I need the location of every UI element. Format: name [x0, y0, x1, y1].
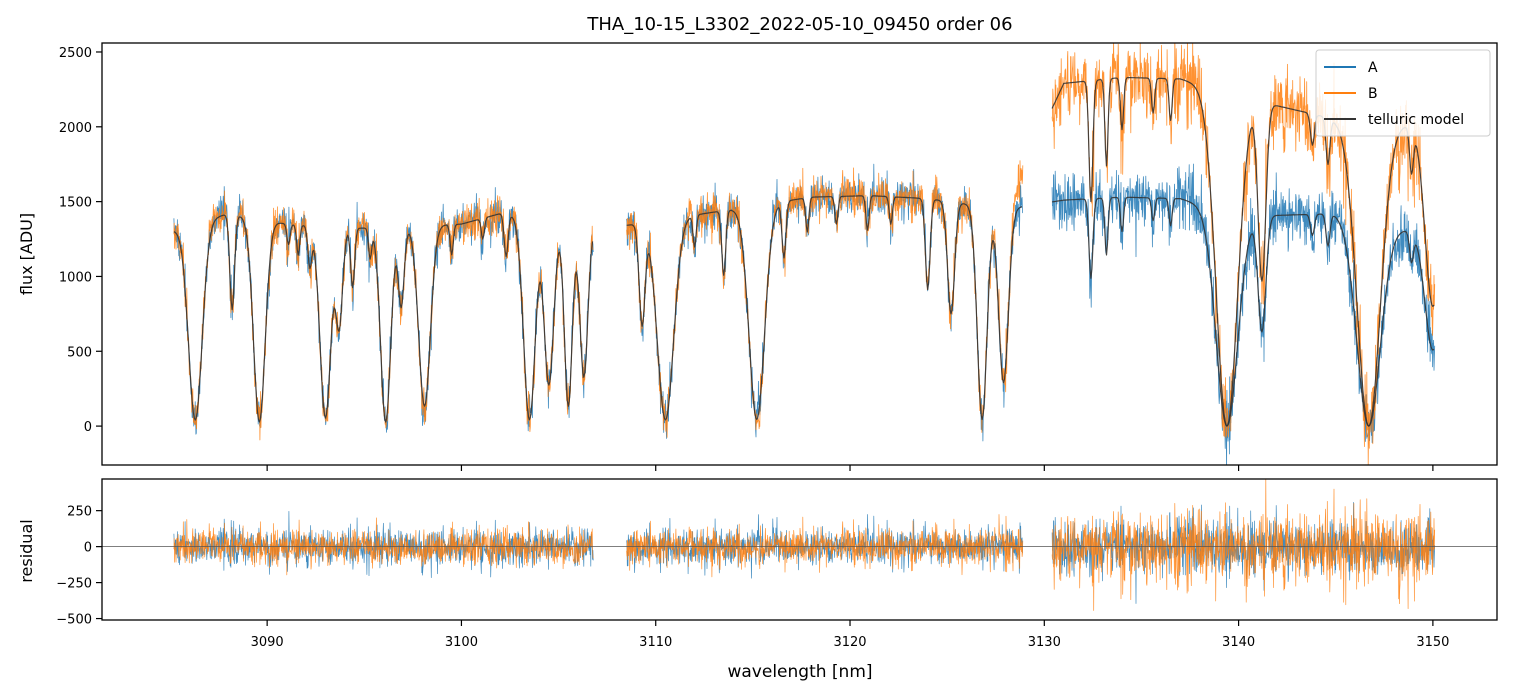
telluric-model-segment: [1051, 77, 1435, 427]
x-tick-label: 3110: [639, 635, 672, 650]
legend-label-telluric: telluric model: [1368, 112, 1464, 128]
flux-axes-frame: [101, 42, 1498, 466]
flux-x-ticks: [266, 465, 1434, 471]
residual-x-ticks: 3090 3100 3110 3120 3130 3140 3150: [251, 620, 1449, 650]
flux-y-tick-label: 0: [84, 420, 92, 435]
residual-axes-frame: [101, 478, 1498, 621]
residual-y-label: residual: [17, 519, 36, 582]
residual-panel: 3090 3100 3110 3120 3130 3140 3150 −500 −250 0 25…: [17, 478, 1498, 682]
telluric-model-segment: [626, 195, 1023, 421]
series-b-segment: [626, 160, 1024, 438]
legend-label-b: B: [1368, 86, 1378, 102]
x-tick-label: 3100: [445, 635, 478, 650]
x-tick-label: 3090: [251, 635, 284, 650]
legend: A B telluric model: [1315, 49, 1491, 137]
telluric-model-segment: [173, 213, 594, 423]
series-b-line: [173, 43, 1436, 465]
figure-title: THA_10-15_L3302_2022-05-10_09450 order 0…: [586, 14, 1012, 35]
residual-y-tick-label: 250: [67, 505, 92, 520]
residual-y-tick-label: −250: [56, 577, 92, 592]
flux-y-label: flux [ADU]: [17, 213, 36, 295]
flux-y-tick-label: 1500: [59, 196, 92, 211]
residual-b-segment: [1051, 479, 1436, 611]
legend-box: [1315, 49, 1491, 137]
x-tick-label: 3120: [833, 635, 866, 650]
residual-y-ticks: −500 −250 0 250: [56, 505, 102, 628]
flux-y-ticks: 0 500 1000 1500 2000 2500: [59, 46, 102, 435]
x-tick-label: 3150: [1416, 635, 1449, 650]
flux-y-tick-label: 1000: [59, 270, 92, 285]
series-a-segment: [1051, 163, 1436, 465]
flux-y-tick-label: 500: [67, 345, 92, 360]
residual-b-line: [173, 479, 1436, 611]
residual-b-segment: [626, 514, 1024, 578]
flux-y-tick-label: 2500: [59, 46, 92, 61]
x-axis-label: wavelength [nm]: [727, 662, 872, 682]
legend-label-a: A: [1368, 60, 1378, 76]
flux-panel: 0 500 1000 1500 2000 2500 flux [ADU] A B tell…: [17, 42, 1498, 471]
x-tick-label: 3130: [1028, 635, 1061, 650]
residual-plot-area: [102, 479, 1497, 611]
residual-y-tick-label: 0: [84, 541, 92, 556]
series-b-segment: [1051, 43, 1436, 465]
x-tick-label: 3140: [1222, 635, 1255, 650]
flux-y-tick-label: 2000: [59, 121, 92, 136]
telluric-model-line: [173, 77, 1435, 427]
residual-y-tick-label: −500: [56, 613, 92, 628]
flux-plot-area: [173, 43, 1436, 465]
